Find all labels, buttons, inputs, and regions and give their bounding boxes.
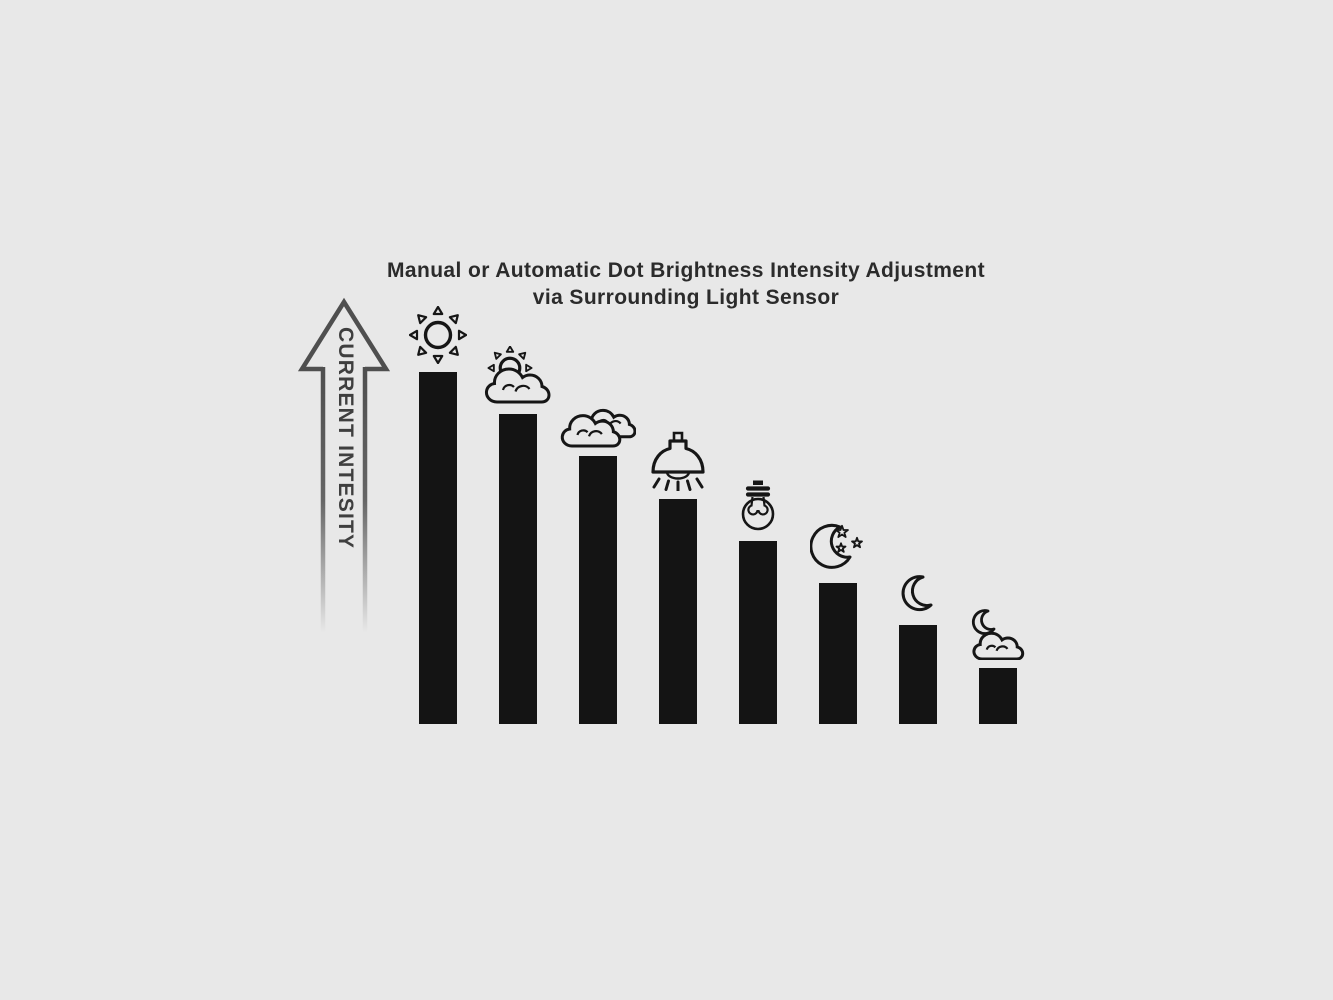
bar — [499, 414, 537, 724]
bar-column-moon-with-stars — [798, 519, 878, 724]
light-bulb-icon — [741, 480, 775, 531]
chart-title-line1: Manual or Automatic Dot Brightness Inten… — [387, 259, 985, 282]
clouds-icon — [560, 394, 636, 448]
bar-column-light-bulb — [718, 479, 798, 724]
bar — [819, 583, 857, 724]
bar — [979, 668, 1017, 724]
sun-icon — [409, 306, 467, 364]
moon-behind-cloud-icon — [971, 609, 1025, 660]
bar — [899, 625, 937, 724]
bar-column-clouds — [558, 394, 638, 724]
chart-title-line2: via Surrounding Light Sensor — [532, 286, 840, 309]
ceiling-lamp-icon — [651, 431, 705, 491]
bar — [739, 541, 777, 724]
bar-column-sun-behind-cloud — [478, 346, 558, 724]
bar-column-ceiling-lamp — [638, 431, 718, 724]
y-axis-label: CURRENT INTESITY — [334, 327, 357, 550]
bar-column-moon-behind-cloud — [958, 608, 1038, 724]
up-arrow-icon — [298, 297, 390, 633]
bar-column-crescent-moon — [878, 574, 958, 724]
sun-behind-cloud-icon — [484, 346, 551, 404]
crescent-moon-icon — [901, 575, 933, 612]
bar — [659, 499, 697, 724]
bar — [419, 372, 457, 724]
chart-title: Manual or Automatic Dot Brightness Inten… — [353, 257, 1019, 311]
moon-with-stars-icon — [810, 523, 866, 569]
bar — [579, 456, 617, 724]
bar-column-sun — [398, 306, 478, 724]
